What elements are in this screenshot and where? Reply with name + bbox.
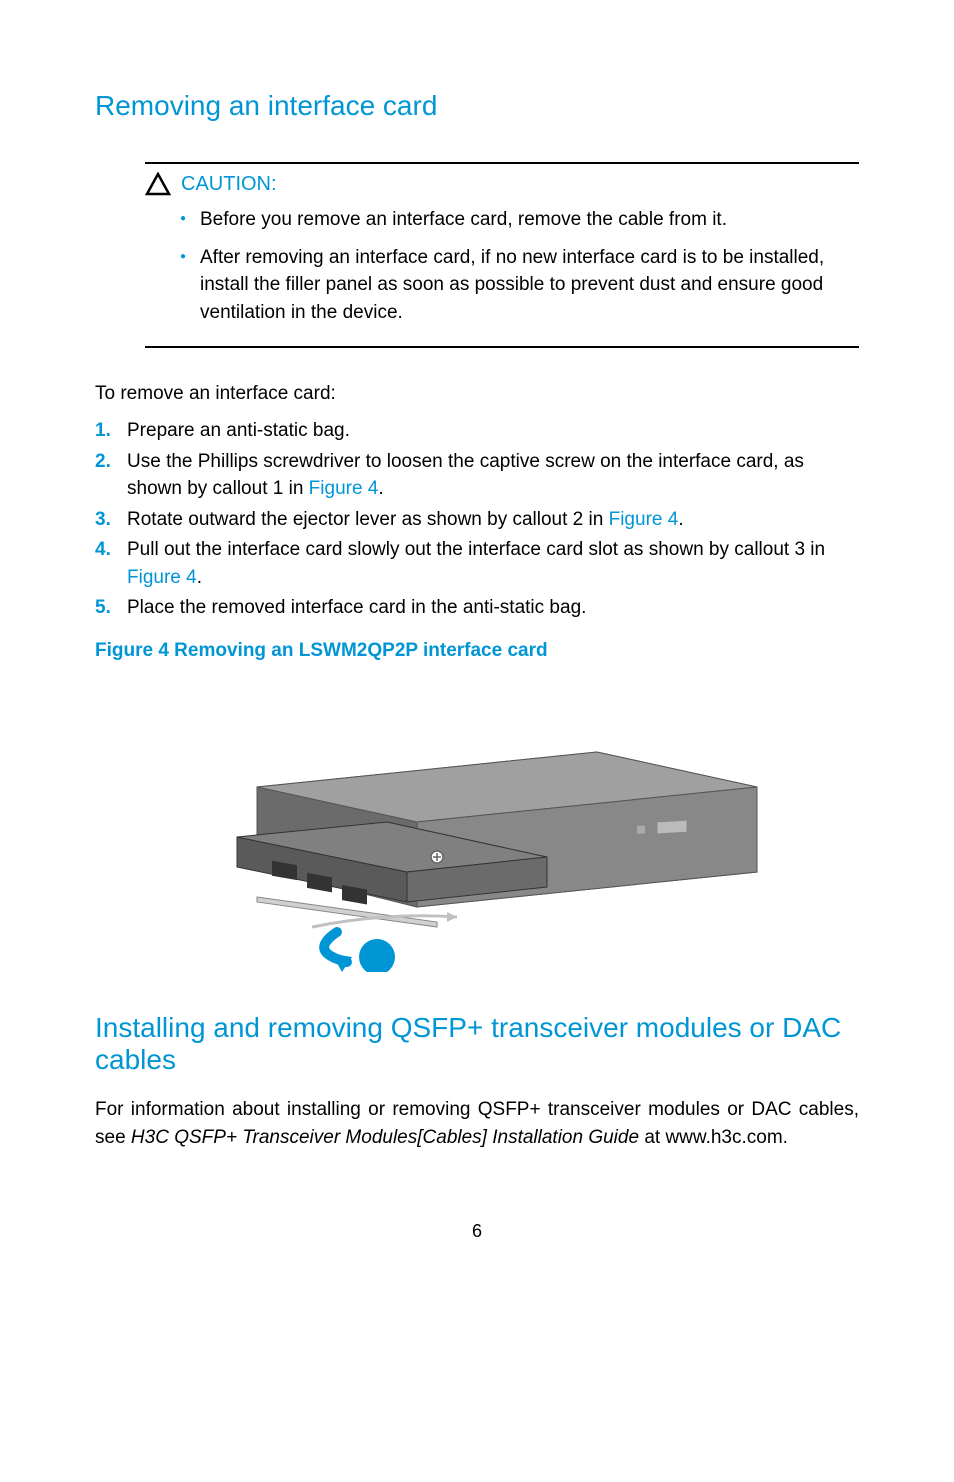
caution-label: CAUTION: [181,173,277,196]
step-item: Rotate outward the ejector lever as show… [95,506,859,534]
device-diagram [177,692,777,972]
figure-link[interactable]: Figure 4 [309,478,379,499]
caution-triangle-icon [145,172,171,196]
step-item: Prepare an anti-static bag. [95,417,859,445]
figure-caption: Figure 4 Removing an LSWM2QP2P interface… [95,640,859,662]
figure-container [95,692,859,972]
caution-header: CAUTION: [145,162,859,196]
body-text-suffix: at www.h3c.com. [639,1127,788,1148]
caution-item: After removing an interface card, if no … [180,244,844,327]
step-text: . [678,509,683,530]
step-item: Use the Phillips screwdriver to loosen t… [95,448,859,503]
step-text: . [378,478,383,499]
figure-link[interactable]: Figure 4 [609,509,679,530]
step-item: Pull out the interface card slowly out t… [95,536,859,591]
caution-items-list: Before you remove an interface card, rem… [145,196,859,348]
step-text: Pull out the interface card slowly out t… [127,539,825,560]
section-title-installing: Installing and removing QSFP+ transceive… [95,1012,859,1076]
body-paragraph: For information about installing or remo… [95,1096,859,1151]
page-number: 6 [95,1221,859,1242]
body-text-italic: H3C QSFP+ Transceiver Modules[Cables] In… [131,1127,639,1148]
step-item: Place the removed interface card in the … [95,594,859,622]
intro-text: To remove an interface card: [95,383,859,405]
caution-box: CAUTION: Before you remove an interface … [145,162,859,348]
caution-item: Before you remove an interface card, rem… [180,206,844,234]
figure-link[interactable]: Figure 4 [127,567,197,588]
step-text: Use the Phillips screwdriver to loosen t… [127,451,804,500]
steps-list: Prepare an anti-static bag. Use the Phil… [95,417,859,622]
section-title-removing: Removing an interface card [95,90,859,122]
step-text: Rotate outward the ejector lever as show… [127,509,609,530]
step-text: . [197,567,202,588]
